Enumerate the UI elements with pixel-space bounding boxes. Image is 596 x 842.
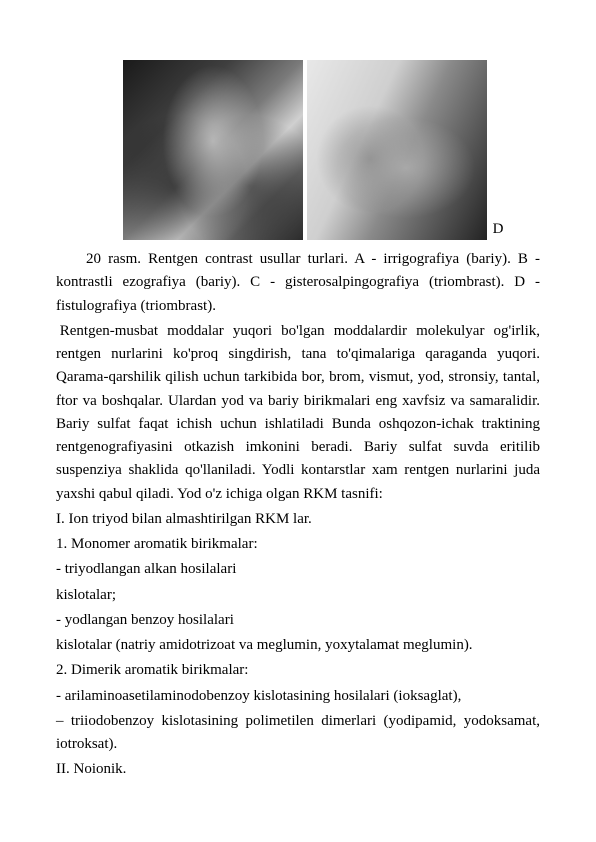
line-2a: - arilaminoasetilaminodobenzoy kislotasi…: [56, 685, 540, 708]
line-I: I. Ion triyod bilan almashtirilgan RKM l…: [56, 508, 540, 531]
line-II: II. Noionik.: [56, 758, 540, 781]
body-paragraph: Rentgen-musbat moddalar yuqori bo'lgan m…: [56, 320, 540, 506]
page: D 20 rasm. Rentgen contrast usullar turl…: [0, 0, 596, 824]
line-2b: – triiodobenzoy kislotasining polimetile…: [56, 710, 540, 757]
figure-row: D: [56, 60, 540, 240]
line-1a: - triyodlangan alkan hosilalari: [56, 558, 540, 581]
figure-caption: 20 rasm. Rentgen contrast usullar turlar…: [56, 248, 540, 318]
line-1a2: kislotalar;: [56, 584, 540, 607]
line-1: 1. Monomer aromatik birikmalar:: [56, 533, 540, 556]
xray-image-c: [123, 60, 303, 240]
xray-image-d: [307, 60, 487, 240]
line-1b: - yodlangan benzoy hosilalari: [56, 609, 540, 632]
figure-label-d: D: [491, 221, 504, 240]
line-2: 2. Dimerik aromatik birikmalar:: [56, 659, 540, 682]
line-1b2: kislotalar (natriy amidotrizoat va meglu…: [56, 634, 540, 657]
